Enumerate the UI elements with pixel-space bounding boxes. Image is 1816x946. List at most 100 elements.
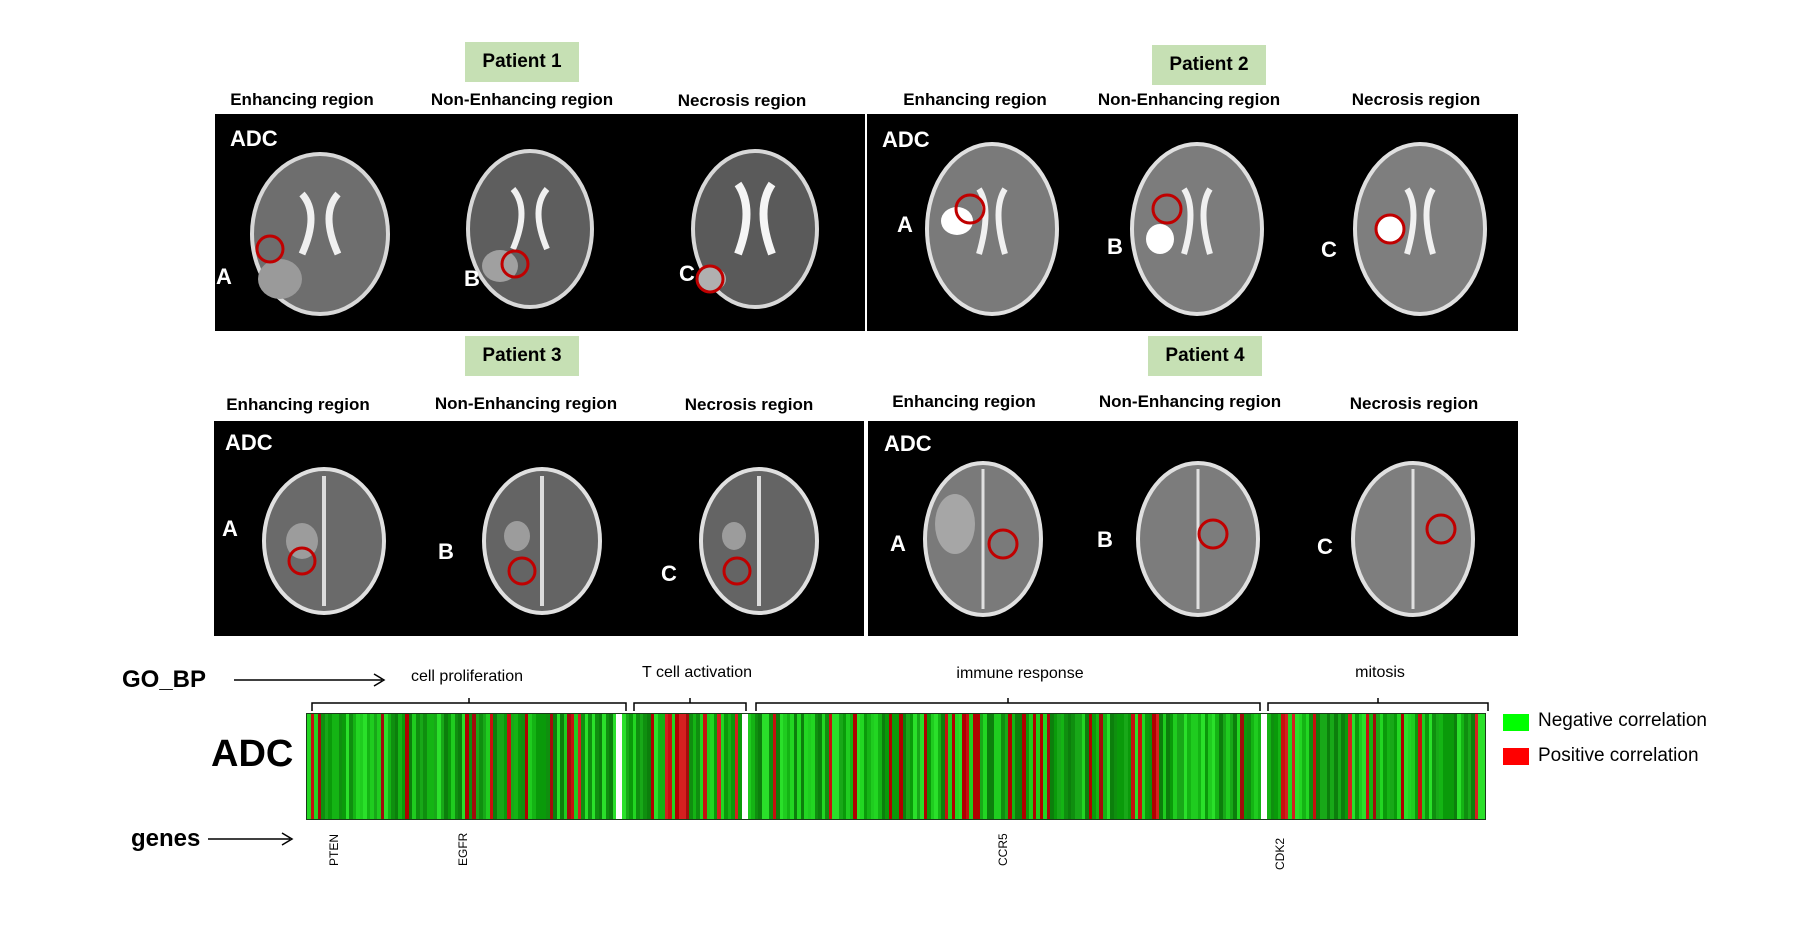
- heatmap-cell: [1117, 714, 1121, 819]
- roi-circle: [255, 234, 285, 264]
- correlation-heatmap: [306, 713, 1486, 820]
- heatmap-cell: [503, 714, 508, 819]
- heatmap-group-separator: [616, 714, 623, 819]
- heatmap-cell: [1442, 714, 1447, 819]
- heatmap-cell: [1081, 714, 1086, 819]
- heatmap-cell: [521, 714, 525, 819]
- genes-arrow: [208, 832, 294, 846]
- heatmap-cell: [1254, 714, 1258, 819]
- heatmap-cell: [678, 714, 683, 819]
- legend-positive-label: Positive correlation: [1538, 745, 1699, 766]
- heatmap-cell: [454, 714, 459, 819]
- heatmap-cell: [605, 714, 610, 819]
- heatmap-cell: [1145, 714, 1149, 819]
- heatmap-cell: [825, 714, 829, 819]
- heatmap-cell: [468, 714, 473, 819]
- heatmap-cell: [828, 714, 833, 819]
- heatmap-cell: [380, 714, 385, 819]
- heatmap-cell: [1432, 714, 1436, 819]
- region-letter-a: A: [890, 531, 906, 556]
- heatmap-cell: [832, 714, 836, 819]
- heatmap-cell: [1284, 714, 1289, 819]
- heatmap-cell: [609, 714, 613, 819]
- heatmap-cell: [1057, 714, 1061, 819]
- heatmap-cell: [951, 714, 956, 819]
- roi-circle: [1425, 513, 1457, 545]
- heatmap-cell: [510, 714, 515, 819]
- heatmap-cell: [1176, 714, 1181, 819]
- heatmap-cell: [373, 714, 378, 819]
- adc-label: ADC: [230, 126, 278, 151]
- heatmap-cell: [994, 714, 998, 819]
- heatmap-cell: [556, 714, 561, 819]
- heatmap-cell: [345, 714, 350, 819]
- heatmap-cell: [359, 714, 364, 819]
- heatmap-cell: [699, 714, 704, 819]
- heatmap-cell: [1039, 714, 1044, 819]
- heatmap-cell: [1113, 714, 1118, 819]
- heatmap-cell: [1148, 714, 1153, 819]
- heatmap-cell: [1435, 714, 1440, 819]
- heatmap-cell: [1127, 714, 1132, 819]
- heatmap-cell: [1204, 714, 1209, 819]
- heatmap-cell: [479, 714, 483, 819]
- heatmap-cell: [1236, 714, 1241, 819]
- gene-label-egfr: EGFR: [456, 832, 470, 866]
- heatmap-cell: [426, 714, 431, 819]
- region-letter-c: C: [1321, 237, 1337, 262]
- heatmap-cell: [1407, 714, 1412, 819]
- heatmap-cell: [574, 714, 578, 819]
- heatmap-cell: [997, 714, 1002, 819]
- heatmap-cell: [1365, 714, 1370, 819]
- heatmap-cell: [720, 714, 725, 819]
- heatmap-cell: [1478, 714, 1482, 819]
- heatmap-cell: [944, 714, 949, 819]
- heatmap-cell: [835, 714, 840, 819]
- heatmap-cell: [1362, 714, 1366, 819]
- brain-mri-image: [691, 149, 819, 309]
- p1-region-label-c: Necrosis region: [677, 91, 807, 110]
- heatmap-cell: [461, 714, 466, 819]
- heatmap-cell: [664, 714, 669, 819]
- heatmap-cell: [1138, 714, 1142, 819]
- heatmap-cell: [612, 714, 617, 819]
- heatmap-cell: [948, 714, 952, 819]
- heatmap-cell: [1446, 714, 1450, 819]
- brain-mri-image: [925, 142, 1059, 316]
- heatmap-cell: [1018, 714, 1023, 819]
- heatmap-cell: [1085, 714, 1089, 819]
- brain-mri-image: [1136, 461, 1260, 617]
- heatmap-cell: [335, 714, 339, 819]
- heatmap-cell: [874, 714, 878, 819]
- heatmap-cell: [927, 714, 931, 819]
- heatmap-cell: [920, 714, 924, 819]
- go-term-cell-proliferation: cell proliferation: [410, 668, 524, 685]
- adc-label: ADC: [884, 431, 932, 456]
- heatmap-cell: [1131, 714, 1135, 819]
- heatmap-cell: [1411, 714, 1415, 819]
- roi-circle: [1374, 213, 1406, 245]
- heatmap-cell: [1288, 714, 1292, 819]
- heatmap-cell: [786, 714, 791, 819]
- heatmap-cell: [415, 714, 420, 819]
- heatmap-cell: [738, 714, 742, 819]
- heatmap-cell: [1071, 714, 1075, 819]
- heatmap-cell: [1226, 714, 1230, 819]
- heatmap-cell: [1011, 714, 1016, 819]
- heatmap-cell: [338, 714, 343, 819]
- heatmap-cell: [440, 714, 445, 819]
- heatmap-cell: [955, 714, 959, 819]
- heatmap-cell: [629, 714, 633, 819]
- heatmap-cell: [317, 714, 322, 819]
- heatmap-cell: [881, 714, 886, 819]
- go-term-mitosis: mitosis: [1355, 664, 1405, 681]
- heatmap-cell: [713, 714, 718, 819]
- heatmap-cell: [754, 714, 759, 819]
- heatmap-cell: [394, 714, 399, 819]
- heatmap-cell: [430, 714, 434, 819]
- heatmap-cell: [1274, 714, 1278, 819]
- go-term-brackets: [311, 698, 1489, 711]
- heatmap-cell: [1305, 714, 1310, 819]
- heatmap-cell: [1333, 714, 1338, 819]
- heatmap-cell: [1439, 714, 1443, 819]
